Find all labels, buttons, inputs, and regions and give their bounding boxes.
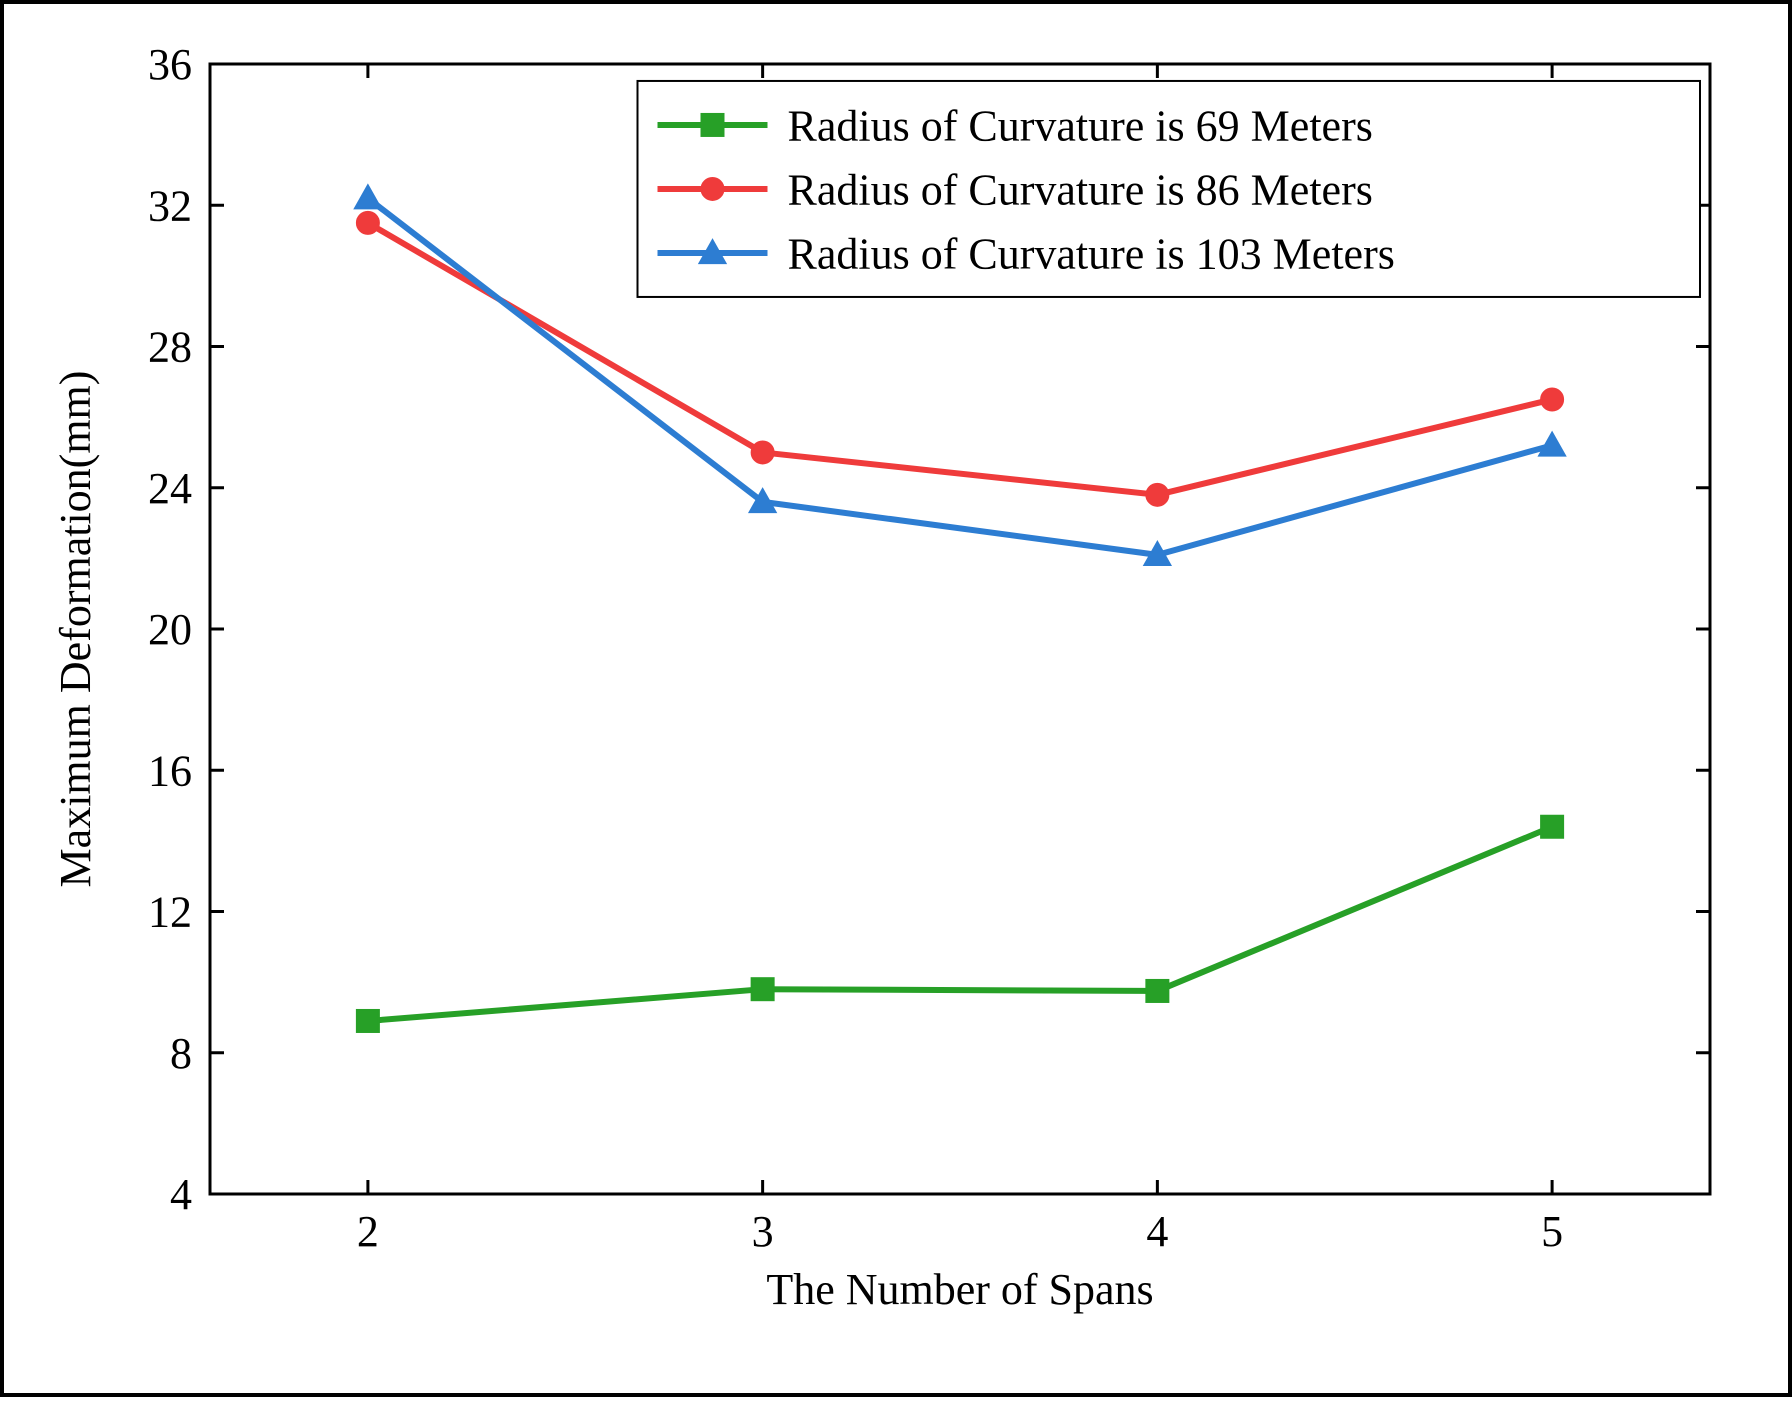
x-tick-label: 5 [1541,1207,1563,1256]
x-tick-label: 3 [752,1207,774,1256]
chart-svg: 2 3 4 5 4 8 12 16 20 24 28 32 36 The Number of Spans M… [4,4,1792,1401]
y-axis-label: Maximum Deformation(mm) [51,371,100,888]
y-tick-label: 24 [148,464,192,513]
marker-square [1146,980,1168,1002]
marker-circle [357,212,379,234]
marker-circle [1146,484,1168,506]
marker-square [357,1010,379,1032]
marker-square [1541,816,1563,838]
y-tick-label: 12 [148,888,192,937]
x-tick-label: 4 [1146,1207,1168,1256]
x-axis-label: The Number of Spans [766,1265,1153,1314]
y-tick-label: 32 [148,181,192,230]
series-line [368,827,1552,1021]
y-tick-label: 20 [148,605,192,654]
marker-circle [752,441,774,463]
marker-square [752,978,774,1000]
chart-outer-frame: 2 3 4 5 4 8 12 16 20 24 28 32 36 The Number of Spans M… [0,0,1792,1397]
y-tick-label: 8 [170,1029,192,1078]
series-0 [357,816,1563,1032]
y-tick-label: 36 [148,40,192,89]
marker-triangle [1539,433,1565,456]
marker-circle [1541,388,1563,410]
legend-label: Radius of Curvature is 86 Meters [788,165,1373,214]
y-tick-label: 4 [170,1170,192,1219]
y-tick-label: 28 [148,323,192,372]
marker-circle [702,178,724,200]
y-tick-label: 16 [148,746,192,795]
legend-label: Radius of Curvature is 103 Meters [788,229,1395,278]
marker-triangle [355,185,381,208]
x-tick-label: 2 [357,1207,379,1256]
marker-square [702,114,724,136]
legend: Radius of Curvature is 69 Meters Radius o… [638,81,1701,297]
legend-label: Radius of Curvature is 69 Meters [788,101,1373,150]
